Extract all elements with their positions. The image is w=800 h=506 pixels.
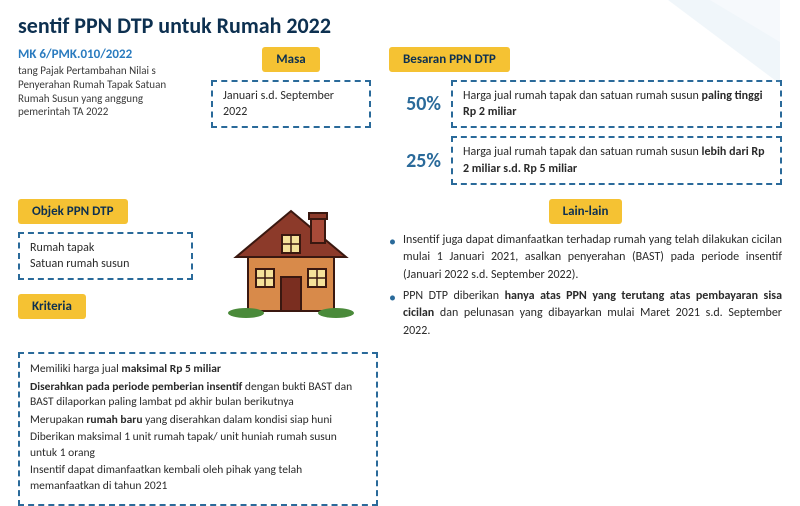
kriteria-5: Insentif dapat dimanfaatkan kembali oleh… [30, 463, 366, 494]
lain-label: Lain-lain [549, 199, 623, 224]
masa-box: Januari s.d. September 2022 [211, 80, 371, 128]
besaran-row-25: 25% Harga jual rumah tapak dan satuan ru… [389, 136, 782, 184]
objek-item-1: Rumah tapak [30, 240, 181, 256]
masa-label: Masa [262, 47, 319, 72]
kriteria-box: Memiliki harga jual maksimal Rp 5 miliar… [18, 352, 378, 506]
kriteria-3: Merupakan rumah baru yang diserahkan dal… [30, 413, 366, 429]
kriteria-4: Diberikan maksimal 1 unit rumah tapak/ u… [30, 430, 366, 461]
kriteria-2: Diserahkan pada periode pemberian insent… [30, 380, 366, 411]
kriteria-1: Memiliki harga jual maksimal Rp 5 miliar [30, 362, 366, 378]
besaran-label: Besaran PPN DTP [389, 47, 510, 72]
lain-item-1: Insentif juga dapat dimanfaatkan terhada… [389, 232, 782, 284]
objek-label: Objek PPN DTP [18, 199, 128, 224]
objek-box: Rumah tapak Satuan rumah susun [18, 232, 193, 280]
house-icon [226, 199, 356, 319]
regulation-block: MK 6/PMK.010/2022 tang Pajak Pertambahan… [18, 47, 193, 119]
pct-25: 25% [389, 149, 441, 173]
lain-item-2: PPN DTP diberikan hanya atas PPN yang te… [389, 288, 782, 340]
besaran-desc-50: Harga jual rumah tapak dan satuan rumah … [451, 80, 782, 128]
lain-list: Insentif juga dapat dimanfaatkan terhada… [389, 232, 782, 340]
regulation-desc: tang Pajak Pertambahan Nilai s Penyeraha… [18, 64, 193, 119]
besaran-row-50: 50% Harga jual rumah tapak dan satuan ru… [389, 80, 782, 128]
besaran-desc-25: Harga jual rumah tapak dan satuan rumah … [451, 136, 782, 184]
page-title: sentif PPN DTP untuk Rumah 2022 [18, 12, 782, 39]
objek-item-2: Satuan rumah susun [30, 256, 181, 272]
pct-50: 50% [389, 92, 441, 116]
regulation-code: MK 6/PMK.010/2022 [18, 47, 193, 62]
kriteria-label: Kriteria [18, 294, 86, 319]
